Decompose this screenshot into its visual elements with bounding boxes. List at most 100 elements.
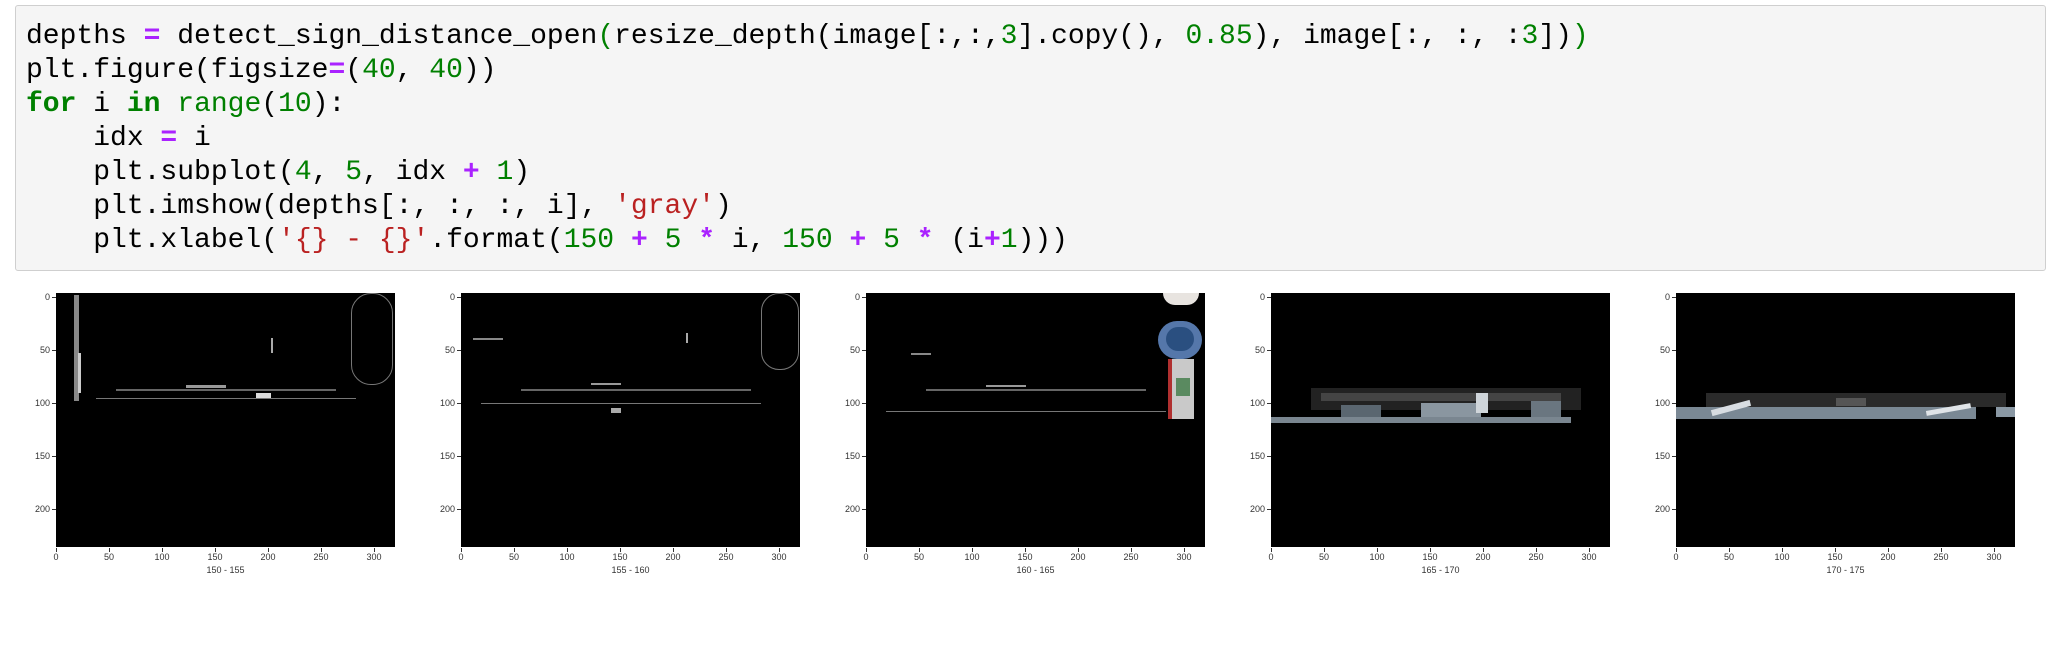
output-area: 0 50 100 150 200 0 50 100 150 200 250 30… bbox=[0, 280, 2062, 580]
code-token bbox=[614, 225, 631, 256]
code-token: plt.imshow(depths[:, :, :, i], bbox=[26, 191, 615, 222]
code-token: plt.xlabel( bbox=[26, 225, 279, 256]
code-token: = bbox=[160, 123, 178, 154]
x-tick: 50 bbox=[1309, 548, 1339, 562]
x-tick: 300 bbox=[1169, 548, 1199, 562]
code-token: 4 bbox=[294, 157, 312, 188]
code-token: + bbox=[849, 225, 867, 256]
code-token: 5 bbox=[345, 157, 363, 188]
x-tick: 250 bbox=[1926, 548, 1956, 562]
code-token: 'gray' bbox=[614, 191, 715, 222]
code-token: 3 bbox=[1000, 21, 1018, 52]
code-token: ) bbox=[1571, 21, 1589, 52]
y-tick: 0 bbox=[1232, 292, 1271, 302]
code-token: resize_depth(image[:,:, bbox=[614, 21, 1001, 52]
code-line: plt.subplot(4, 5, idx + 1) bbox=[26, 156, 1589, 190]
code-editor[interactable]: depths = detect_sign_distance_open(resiz… bbox=[26, 20, 1589, 258]
code-cell[interactable]: depths = detect_sign_distance_open(resiz… bbox=[15, 5, 2046, 271]
subplot-xlabel: 170 - 175 bbox=[1826, 565, 1865, 575]
x-tick: 300 bbox=[1574, 548, 1604, 562]
y-tick: 0 bbox=[827, 292, 866, 302]
x-tick: 150 bbox=[1820, 548, 1850, 562]
depth-image-3 bbox=[866, 293, 1205, 547]
code-token bbox=[833, 225, 850, 256]
subplot-xlabel: 160 - 165 bbox=[1016, 565, 1055, 575]
x-tick: 300 bbox=[764, 548, 794, 562]
code-token: 5 bbox=[883, 225, 900, 256]
y-tick: 50 bbox=[1637, 345, 1676, 355]
y-tick: 200 bbox=[422, 504, 461, 514]
y-tick: 200 bbox=[827, 504, 866, 514]
y-tick: 200 bbox=[17, 504, 56, 514]
y-tick: 0 bbox=[422, 292, 461, 302]
code-token: 150 bbox=[782, 225, 833, 256]
code-token: 40 bbox=[362, 55, 396, 86]
x-tick: 50 bbox=[499, 548, 529, 562]
x-tick: 300 bbox=[1979, 548, 2009, 562]
code-token: 3 bbox=[1521, 21, 1539, 52]
subplot-2: 0 50 100 150 200 0 50 100 150 200 250 30… bbox=[422, 280, 800, 580]
code-token: detect_sign_distance_open bbox=[160, 21, 598, 52]
x-tick: 150 bbox=[200, 548, 230, 562]
x-tick: 100 bbox=[552, 548, 582, 562]
code-token bbox=[900, 225, 917, 256]
code-token: = bbox=[328, 55, 346, 86]
subplot-xlabel: 150 - 155 bbox=[206, 565, 245, 575]
code-token: )) bbox=[462, 55, 497, 86]
x-tick: 100 bbox=[147, 548, 177, 562]
x-tick: 50 bbox=[1714, 548, 1744, 562]
code-token: range bbox=[177, 89, 262, 120]
x-tick: 200 bbox=[1468, 548, 1498, 562]
code-token: for bbox=[26, 89, 77, 120]
x-tick: 0 bbox=[446, 548, 476, 562]
x-tick: 300 bbox=[359, 548, 389, 562]
code-token: idx bbox=[26, 123, 161, 154]
x-tick: 150 bbox=[1010, 548, 1040, 562]
x-tick: 250 bbox=[1116, 548, 1146, 562]
code-token: ( bbox=[597, 21, 615, 52]
y-tick: 0 bbox=[1637, 292, 1676, 302]
code-token: * bbox=[916, 225, 934, 256]
x-tick: 0 bbox=[851, 548, 881, 562]
subplot-5: 0 50 100 150 200 0 50 100 150 200 250 30… bbox=[1637, 280, 2015, 580]
depth-image-1 bbox=[56, 293, 395, 547]
x-tick: 50 bbox=[94, 548, 124, 562]
y-tick: 50 bbox=[422, 345, 461, 355]
code-line: plt.xlabel('{} - {}'.format(150 + 5 * i,… bbox=[26, 224, 1589, 258]
x-tick: 200 bbox=[658, 548, 688, 562]
code-line: for i in range(10): bbox=[26, 88, 1589, 122]
y-tick: 150 bbox=[422, 451, 461, 461]
y-tick: 50 bbox=[17, 345, 56, 355]
subplot-1: 0 50 100 150 200 0 50 100 150 200 250 30… bbox=[17, 280, 395, 580]
code-line: plt.imshow(depths[:, :, :, i], 'gray') bbox=[26, 190, 1589, 224]
y-tick: 200 bbox=[1232, 504, 1271, 514]
subplot-xlabel: 165 - 170 bbox=[1421, 565, 1460, 575]
y-tick: 0 bbox=[17, 292, 56, 302]
code-token bbox=[480, 157, 497, 188]
code-token: in bbox=[126, 89, 161, 120]
y-tick: 100 bbox=[1637, 398, 1676, 408]
y-tick: 150 bbox=[17, 451, 56, 461]
y-tick: 150 bbox=[827, 451, 866, 461]
x-tick: 0 bbox=[41, 548, 71, 562]
code-token: * bbox=[698, 225, 715, 256]
code-token: 0.85 bbox=[1185, 21, 1253, 52]
code-token: , idx bbox=[362, 157, 463, 188]
depth-image-2 bbox=[461, 293, 800, 547]
code-token: ) bbox=[513, 157, 531, 188]
code-token: + bbox=[983, 225, 1001, 256]
code-token: i bbox=[76, 89, 127, 120]
y-tick: 150 bbox=[1232, 451, 1271, 461]
code-token: ( bbox=[345, 55, 363, 86]
y-tick: 100 bbox=[422, 398, 461, 408]
x-tick: 200 bbox=[1063, 548, 1093, 562]
code-token: (i bbox=[933, 225, 984, 256]
x-tick: 0 bbox=[1661, 548, 1691, 562]
code-token bbox=[160, 89, 177, 120]
y-tick: 200 bbox=[1637, 504, 1676, 514]
subplot-3: 0 50 100 150 200 0 50 100 150 200 250 30… bbox=[827, 280, 1205, 580]
y-tick: 100 bbox=[827, 398, 866, 408]
y-tick: 50 bbox=[1232, 345, 1271, 355]
code-token: 10 bbox=[278, 89, 312, 120]
code-token: plt.figure(figsize bbox=[26, 55, 329, 86]
